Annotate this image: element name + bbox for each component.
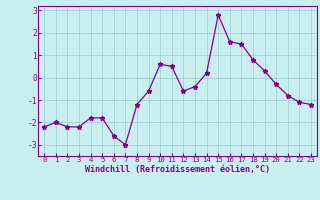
X-axis label: Windchill (Refroidissement éolien,°C): Windchill (Refroidissement éolien,°C) xyxy=(85,165,270,174)
